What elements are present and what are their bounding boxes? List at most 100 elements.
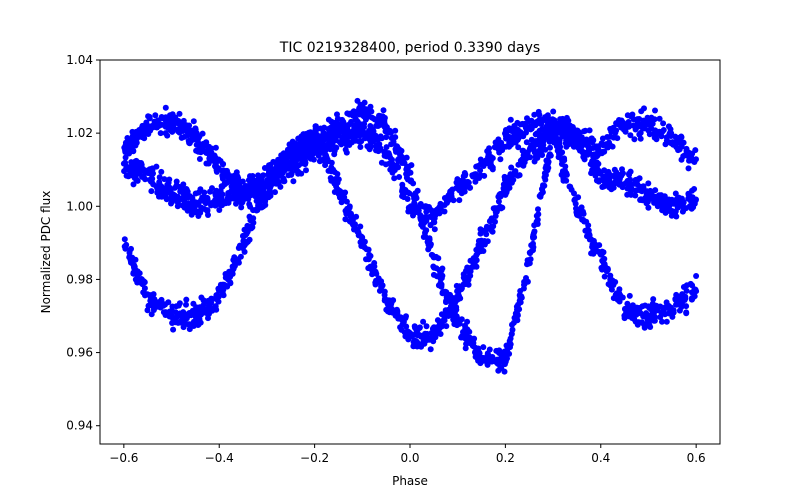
- data-point: [648, 114, 655, 121]
- data-point: [227, 279, 234, 286]
- data-point: [502, 358, 508, 365]
- data-point: [636, 131, 643, 138]
- data-point: [557, 117, 564, 124]
- data-point: [551, 139, 558, 146]
- y-axis-ticks: 0.94 0.96 0.98 1.00 1.02 1.04: [66, 53, 100, 433]
- data-point: [516, 172, 523, 179]
- data-point: [443, 323, 450, 330]
- data-point: [386, 129, 393, 136]
- data-point: [302, 149, 309, 156]
- data-point: [475, 174, 481, 181]
- data-point: [295, 170, 302, 177]
- data-point: [146, 113, 153, 120]
- data-point: [197, 311, 204, 318]
- data-point: [685, 165, 692, 172]
- data-point: [233, 169, 240, 176]
- data-point: [339, 116, 346, 123]
- data-point: [274, 172, 280, 179]
- data-point: [226, 268, 233, 275]
- data-point: [181, 133, 188, 140]
- data-point: [312, 126, 319, 133]
- data-point: [462, 322, 468, 329]
- data-point: [586, 127, 593, 134]
- data-point: [157, 304, 164, 311]
- data-point: [592, 172, 599, 179]
- data-point: [625, 123, 632, 130]
- data-point: [151, 303, 158, 310]
- data-point: [262, 182, 269, 189]
- data-point: [692, 197, 699, 204]
- data-point: [326, 131, 333, 138]
- data-point: [195, 139, 202, 146]
- data-point: [475, 351, 482, 358]
- data-point: [194, 305, 201, 312]
- data-point: [285, 149, 292, 156]
- data-point: [672, 208, 679, 215]
- data-point: [559, 168, 566, 175]
- data-point: [439, 272, 446, 279]
- y-tick-label: 0.98: [66, 272, 93, 286]
- data-point: [133, 139, 140, 146]
- data-point: [507, 116, 514, 123]
- data-point: [186, 139, 193, 146]
- data-point: [456, 197, 463, 204]
- data-point: [626, 292, 633, 299]
- data-point: [421, 203, 428, 210]
- data-point: [489, 164, 496, 171]
- data-point: [321, 135, 328, 142]
- data-point: [208, 305, 215, 312]
- data-point: [503, 185, 510, 192]
- data-point: [373, 277, 379, 284]
- data-point: [467, 272, 474, 279]
- data-point: [139, 173, 145, 180]
- data-point: [229, 188, 236, 195]
- data-point: [456, 293, 462, 299]
- data-point: [527, 250, 534, 257]
- data-point: [530, 232, 537, 238]
- data-point: [128, 141, 135, 148]
- data-point: [215, 298, 222, 305]
- data-point: [131, 174, 138, 181]
- data-point: [202, 142, 209, 149]
- data-point: [546, 153, 552, 160]
- data-point: [648, 312, 655, 318]
- data-point: [321, 124, 328, 131]
- data-point: [374, 142, 381, 149]
- data-point: [578, 143, 585, 150]
- data-point: [363, 106, 370, 113]
- data-point: [378, 135, 385, 142]
- data-point: [175, 126, 182, 133]
- data-point: [602, 182, 609, 189]
- data-point: [564, 128, 571, 135]
- data-point: [606, 178, 613, 185]
- data-point: [224, 167, 230, 174]
- data-point: [361, 124, 367, 131]
- x-axis-label: Phase: [392, 474, 428, 488]
- data-point: [419, 223, 426, 230]
- data-point: [234, 190, 241, 197]
- data-point: [170, 326, 177, 333]
- data-point: [407, 330, 414, 337]
- data-point: [280, 155, 287, 162]
- data-point: [393, 306, 400, 313]
- data-point: [367, 143, 374, 149]
- data-point: [632, 318, 639, 325]
- data-point: [480, 344, 487, 351]
- data-point: [662, 141, 669, 148]
- data-point: [584, 141, 591, 148]
- data-point: [611, 179, 618, 186]
- data-point: [212, 202, 219, 209]
- data-point: [424, 337, 431, 343]
- data-point: [133, 157, 140, 164]
- data-point: [590, 137, 597, 144]
- data-point: [174, 203, 181, 210]
- data-point: [395, 156, 401, 163]
- data-point: [430, 338, 437, 345]
- data-point: [420, 318, 427, 325]
- data-point: [386, 160, 393, 167]
- data-point: [462, 179, 469, 185]
- data-point: [449, 186, 456, 193]
- data-point: [288, 162, 295, 169]
- data-point: [492, 213, 499, 219]
- data-point: [164, 132, 171, 139]
